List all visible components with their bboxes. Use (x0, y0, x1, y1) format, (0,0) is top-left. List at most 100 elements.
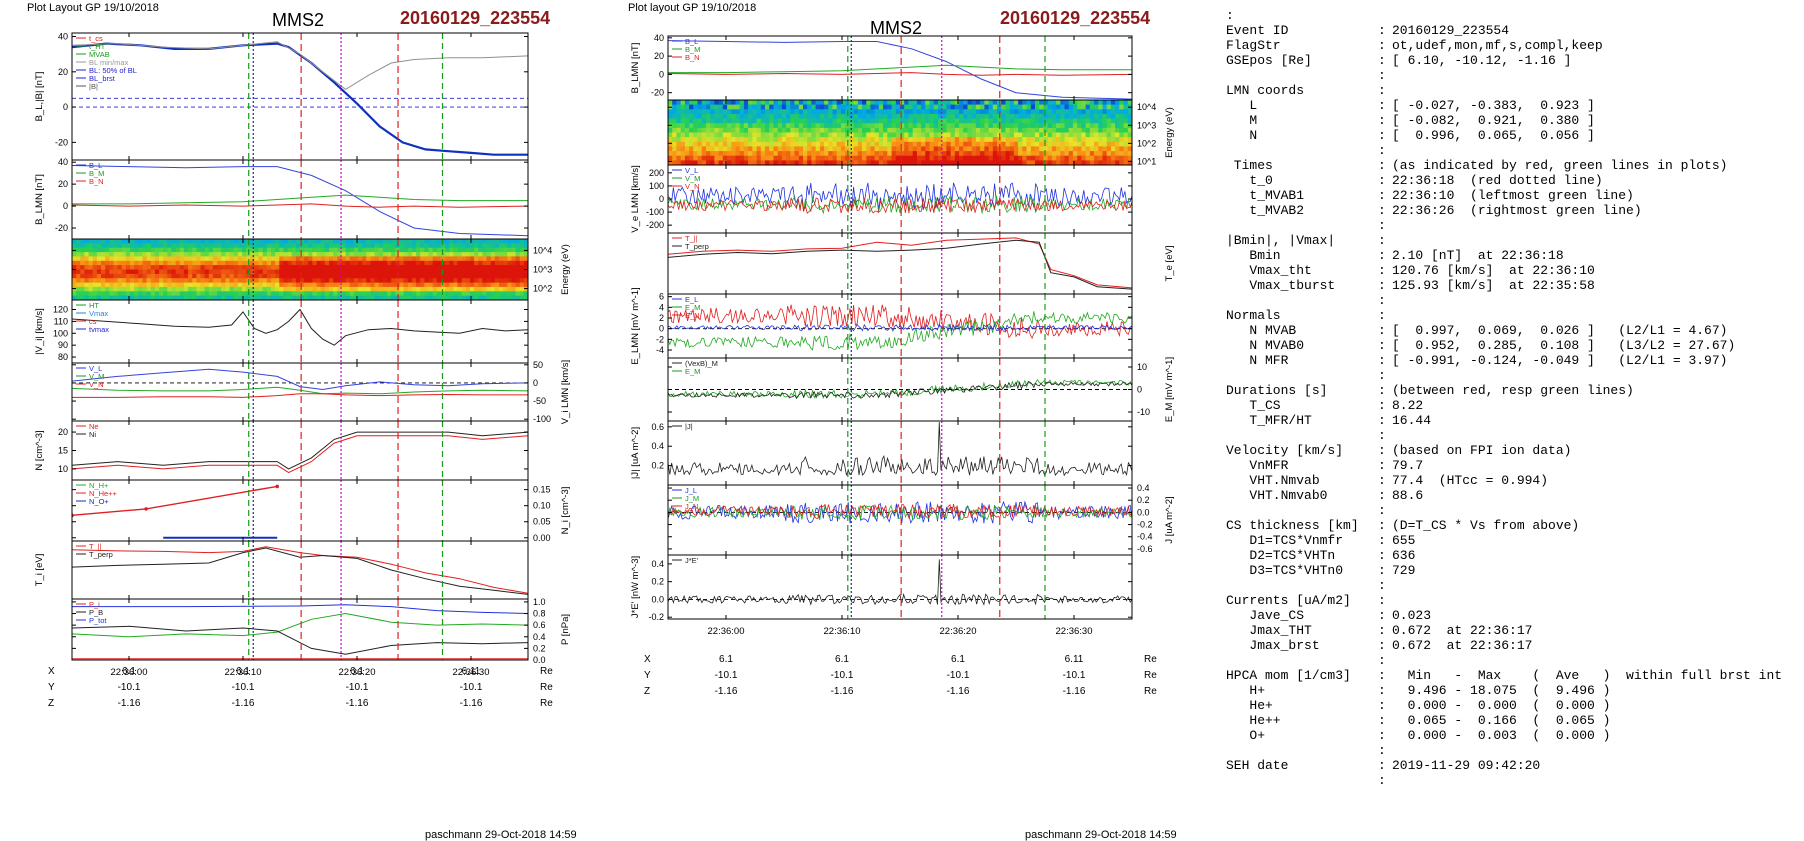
spectrogram-cell (117, 278, 123, 284)
spectrogram-cell (366, 269, 371, 275)
spectrogram-cell (718, 132, 724, 138)
spectrogram-cell (1060, 160, 1066, 165)
spectrogram-cell (237, 252, 243, 258)
y-tick-label: 0 (659, 194, 664, 204)
spectrogram-cell (870, 137, 876, 143)
spectrogram-cell (714, 132, 720, 138)
spectrogram-cell (693, 155, 699, 161)
spectrogram-cell (428, 286, 434, 292)
spectrogram-cell (731, 113, 737, 120)
spectrogram-cell (490, 256, 496, 262)
spectrogram-cell (233, 295, 239, 300)
spectrogram-cell (840, 113, 846, 120)
spectrogram-cell (777, 118, 783, 124)
spectrogram-cell (428, 260, 434, 266)
spectrogram-cell (387, 286, 392, 292)
spectrogram-cell (693, 151, 699, 157)
spectrogram-cell (895, 109, 901, 115)
panel: 0.60.40.2|J| [uA m^-2]|J| (630, 420, 1133, 486)
spectrogram-cell (96, 269, 102, 275)
info-colon: : (1378, 173, 1386, 188)
spectrogram-cell (217, 286, 222, 292)
spectrogram-cell (866, 109, 872, 115)
spectrogram-cell (436, 278, 442, 284)
spectrogram-cell (773, 118, 779, 124)
spectrogram-cell (324, 273, 330, 279)
spectrogram-cell (237, 269, 243, 275)
spectrogram-cell (507, 278, 512, 284)
spectrogram-cell (511, 291, 517, 297)
info-value: 636 (1392, 548, 1416, 563)
spectrogram-cell (229, 291, 235, 297)
spectrogram-cell (1056, 127, 1061, 134)
spectrogram-cell (279, 247, 284, 253)
spectrogram-cell (391, 282, 396, 288)
spectrogram-cell (188, 295, 193, 300)
spectrogram-cell (1035, 146, 1040, 152)
spectrogram-cell (258, 269, 264, 275)
y-tick-label: 90 (58, 340, 68, 350)
spectrogram-cell (870, 127, 876, 134)
spectrogram-cell (672, 118, 677, 124)
y-tick-label: 0.6 (651, 422, 664, 432)
spectrogram-cell (1060, 118, 1066, 124)
spectrogram-cell (366, 252, 371, 258)
spectrogram-cell (942, 160, 947, 165)
y-tick-label: -10 (1137, 407, 1150, 417)
y-tick-label: 20 (58, 179, 68, 189)
spectrogram-cell (387, 252, 392, 258)
spectrogram-cell (1115, 137, 1120, 143)
spectrogram-cell (445, 273, 450, 279)
spectrogram-cell (403, 286, 409, 292)
spectrogram-cell (832, 151, 838, 157)
spectrogram-cell (1127, 160, 1132, 165)
spectrogram-cell (457, 286, 463, 292)
spectrogram-cell (769, 127, 774, 134)
spectrogram-cell (101, 295, 106, 300)
spectrogram-cell (718, 146, 724, 152)
spectrogram-cell (515, 243, 521, 249)
position-row-label: X (48, 666, 55, 677)
spectrogram-cell (752, 118, 758, 124)
spectrogram-cell (1018, 155, 1023, 161)
spectrogram-cell (121, 256, 127, 262)
spectrogram-cell (992, 113, 998, 120)
spectrogram-cell (992, 132, 998, 138)
spectrogram-cell (781, 151, 787, 157)
spectrogram-cell (271, 291, 276, 297)
spectrogram-cell (416, 265, 421, 271)
spectrogram-cell (212, 282, 218, 288)
spectrogram-cell (150, 282, 156, 288)
spectrogram-cell (739, 151, 745, 157)
spectrogram-cell (1039, 100, 1044, 106)
spectrogram-cell (283, 256, 289, 262)
spectrogram-cell (494, 252, 500, 258)
spectrogram-cell (349, 256, 355, 262)
left-plot-header: Plot Layout GP 19/10/2018 (27, 2, 159, 14)
legend-label: V_M (89, 372, 104, 381)
spectrogram-cell (391, 260, 396, 266)
y-tick-label: -20 (55, 223, 68, 233)
spectrogram-cell (362, 295, 367, 300)
spectrogram-cell (212, 269, 218, 275)
series-line (72, 435, 528, 474)
spectrogram-cell (984, 104, 990, 110)
legend-label: V_M (685, 174, 700, 183)
spectrogram-cell (329, 291, 334, 297)
spectrogram-cell (1026, 132, 1032, 138)
series-line (668, 40, 1132, 100)
spectrogram-cell (1085, 113, 1091, 120)
spectrogram-cell (420, 282, 425, 288)
spectrogram-cell (515, 282, 521, 288)
spectrogram-cell (167, 252, 172, 258)
spectrogram-cell (819, 141, 825, 147)
spectrogram-cell (731, 123, 737, 129)
info-line: D2=TCS*VHTn:636 (1226, 548, 1796, 563)
series-marker (275, 484, 280, 489)
position-unit: Re (540, 698, 553, 709)
spectrogram-cell (739, 127, 745, 134)
spectrogram-cell (494, 260, 500, 266)
series-line (72, 393, 528, 398)
spectrogram-cell (482, 278, 488, 284)
y-axis-label: V_e LMN [km/s] (630, 165, 641, 233)
